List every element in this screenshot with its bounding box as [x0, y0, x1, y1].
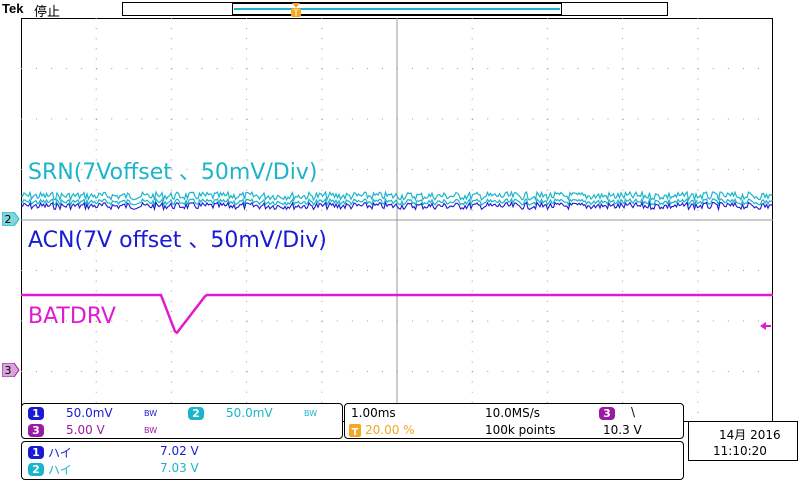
svg-text:T: T: [352, 427, 359, 437]
measurement-1-name: ハイ: [48, 446, 72, 460]
channel-scale-panel[interactable]: 1 50.0mV BW 2 50.0mV BW 3 5.00 V BW: [21, 403, 343, 439]
svg-text:T: T: [292, 9, 299, 17]
trigger-position: 20.00 %: [365, 423, 415, 437]
measurement-1-value: 7.02 V: [160, 444, 199, 458]
channel-1-scale: 50.0mV: [66, 406, 113, 420]
date-time-display: 14月 2016 11:10:20: [688, 421, 798, 461]
measurement-panel[interactable]: 1 ハイ 7.02 V 2 ハイ 7.03 V: [21, 441, 684, 480]
record-length: 100k points: [485, 423, 556, 437]
record-viewport[interactable]: [232, 3, 562, 15]
channel-3-ground-marker[interactable]: 3: [2, 363, 20, 377]
channel-3-bw-limit: BW: [144, 426, 158, 435]
measurement-2-channel-badge: 2: [28, 463, 44, 476]
trigger-level-icon[interactable]: [760, 320, 772, 332]
time-per-division: 1.00ms: [351, 406, 396, 420]
measurement-1-channel-badge: 1: [28, 446, 44, 459]
record-viewport-waveform: [234, 8, 560, 10]
trigger-slope: \: [631, 405, 636, 419]
channel-3-scale: 5.00 V: [66, 423, 105, 437]
graticule: [21, 18, 773, 422]
waveform-traces: [21, 189, 773, 335]
svg-text:2: 2: [5, 213, 12, 226]
brand-logo: Tek: [2, 1, 24, 16]
waveform-display[interactable]: [21, 18, 773, 422]
acquisition-state: 停止: [34, 5, 61, 20]
measurement-2-name: ハイ: [48, 463, 72, 477]
measurement-2-value: 7.03 V: [160, 461, 199, 475]
svg-text:3: 3: [5, 364, 12, 377]
time: 11:10:20: [713, 444, 767, 458]
channel-2-bw-limit: BW: [304, 409, 318, 418]
sample-rate: 10.0MS/s: [485, 406, 540, 420]
top-status-bar: Tek 停止 T: [0, 0, 804, 20]
record-trigger-icon: T: [291, 3, 301, 17]
trigger-position-small-icon: T: [349, 424, 361, 437]
channel-2-badge[interactable]: 2: [188, 407, 204, 420]
srn-trace-label: SRN(7Voffset 、50mV/Div): [28, 160, 318, 185]
batdrv-trace-label: BATDRV: [28, 304, 116, 329]
timebase-panel[interactable]: 1.00ms 10.0MS/s T 20.00 % 100k points 3 …: [344, 403, 684, 439]
acn-trace-label: ACN(7V offset 、50mV/Div): [28, 228, 327, 253]
channel-2-ground-marker[interactable]: 2: [2, 212, 20, 226]
trigger-source-badge[interactable]: 3: [599, 407, 615, 420]
channel-3-badge[interactable]: 3: [28, 424, 44, 437]
channel-1-bw-limit: BW: [144, 409, 158, 418]
channel-2-scale: 50.0mV: [226, 406, 273, 420]
date: 14月 2016: [719, 428, 781, 442]
trigger-level: 10.3 V: [603, 423, 642, 437]
channel-1-badge[interactable]: 1: [28, 407, 44, 420]
